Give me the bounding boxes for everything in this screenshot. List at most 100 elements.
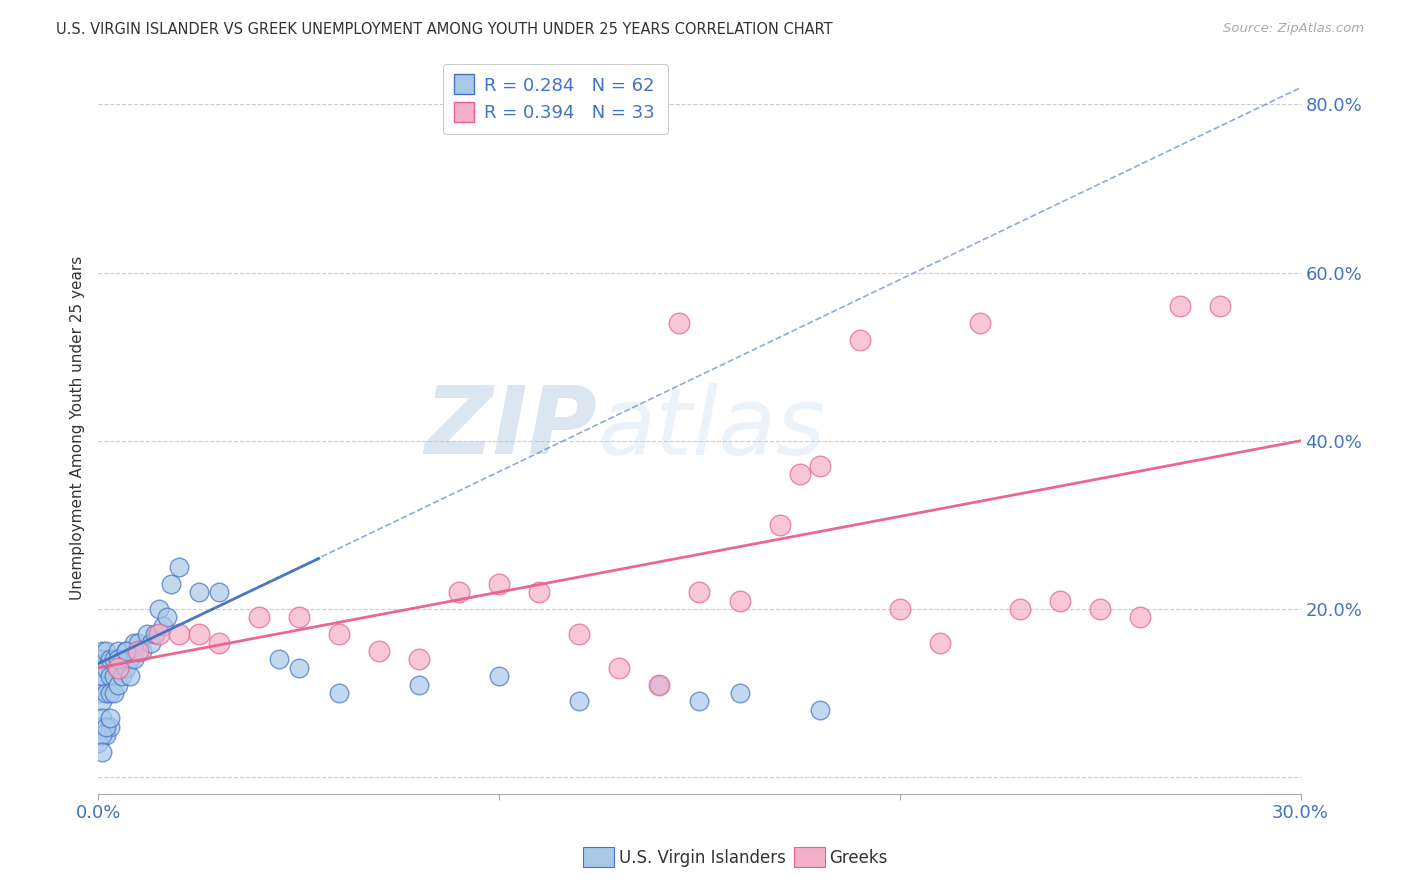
Point (247, 610, 270, 624)
Text: Greeks: Greeks (830, 849, 889, 867)
Point (96, 686, 118, 700)
Point (728, 686, 751, 700)
Point (152, 618, 174, 632)
Point (100, 686, 122, 700)
Point (107, 661, 129, 675)
Point (929, 635, 952, 649)
Point (288, 610, 311, 624)
Point (529, 585, 551, 599)
Point (668, 316, 690, 330)
Point (769, 517, 792, 532)
Point (115, 661, 138, 675)
Point (328, 627, 350, 641)
Point (96, 728, 118, 742)
Point (1129, 610, 1152, 624)
Point (808, 703, 831, 717)
Point (128, 644, 150, 658)
Point (1088, 602, 1111, 616)
Point (267, 652, 290, 666)
Point (167, 560, 190, 574)
Point (648, 677, 671, 691)
Point (100, 711, 122, 725)
Point (124, 635, 146, 649)
Point (115, 644, 138, 658)
Point (447, 585, 470, 599)
Point (87, 677, 110, 691)
Point (143, 627, 166, 641)
Point (148, 602, 170, 616)
Point (91, 745, 114, 759)
Point (103, 669, 125, 683)
Text: ZIP: ZIP (425, 382, 598, 475)
Point (91, 652, 114, 666)
Point (87, 736, 110, 750)
Text: atlas: atlas (598, 383, 825, 474)
Point (96, 661, 118, 675)
Point (408, 677, 430, 691)
Point (689, 585, 711, 599)
Y-axis label: Unemployment Among Youth under 25 years: Unemployment Among Youth under 25 years (70, 256, 86, 600)
Legend: R = 0.284   N = 62, R = 0.394   N = 33: R = 0.284 N = 62, R = 0.394 N = 33 (443, 64, 668, 135)
Point (124, 652, 146, 666)
Point (488, 576, 510, 591)
Point (808, 458, 831, 473)
Point (139, 635, 162, 649)
Point (91, 728, 114, 742)
Point (120, 669, 142, 683)
Point (91, 669, 114, 683)
Point (568, 694, 591, 708)
Point (488, 669, 510, 683)
Point (131, 644, 153, 658)
Point (728, 593, 751, 607)
Point (408, 652, 430, 666)
Point (107, 644, 129, 658)
Point (148, 627, 170, 641)
Point (87, 686, 110, 700)
Text: U.S. Virgin Islanders: U.S. Virgin Islanders (619, 849, 786, 867)
Point (1010, 602, 1032, 616)
Point (100, 669, 122, 683)
Point (96, 720, 118, 734)
Point (107, 677, 129, 691)
Point (120, 652, 142, 666)
Text: U.S. VIRGIN ISLANDER VS GREEK UNEMPLOYMENT AMONG YOUTH UNDER 25 YEARS CORRELATIO: U.S. VIRGIN ISLANDER VS GREEK UNEMPLOYME… (56, 22, 832, 37)
Point (100, 720, 122, 734)
Point (208, 585, 231, 599)
Point (111, 652, 134, 666)
Point (91, 711, 114, 725)
Point (107, 652, 129, 666)
Point (187, 585, 209, 599)
Point (208, 635, 231, 649)
Point (789, 467, 811, 482)
Point (609, 661, 631, 675)
Point (1209, 299, 1232, 313)
Point (135, 627, 157, 641)
Point (107, 661, 129, 675)
Point (100, 652, 122, 666)
Point (167, 627, 190, 641)
Point (328, 686, 350, 700)
Point (96, 644, 118, 658)
Point (568, 627, 591, 641)
Point (115, 644, 138, 658)
Point (159, 576, 181, 591)
Point (969, 316, 991, 330)
Point (87, 652, 110, 666)
Point (103, 652, 125, 666)
Point (91, 644, 114, 658)
Point (128, 635, 150, 649)
Point (91, 694, 114, 708)
Point (1049, 593, 1071, 607)
Point (111, 669, 134, 683)
Point (187, 627, 209, 641)
Point (689, 694, 711, 708)
Point (849, 333, 872, 347)
Point (128, 644, 150, 658)
Text: Source: ZipAtlas.com: Source: ZipAtlas.com (1223, 22, 1364, 36)
Point (1170, 299, 1192, 313)
Point (103, 686, 125, 700)
Point (87, 661, 110, 675)
Point (368, 644, 391, 658)
Point (155, 610, 177, 624)
Point (87, 720, 110, 734)
